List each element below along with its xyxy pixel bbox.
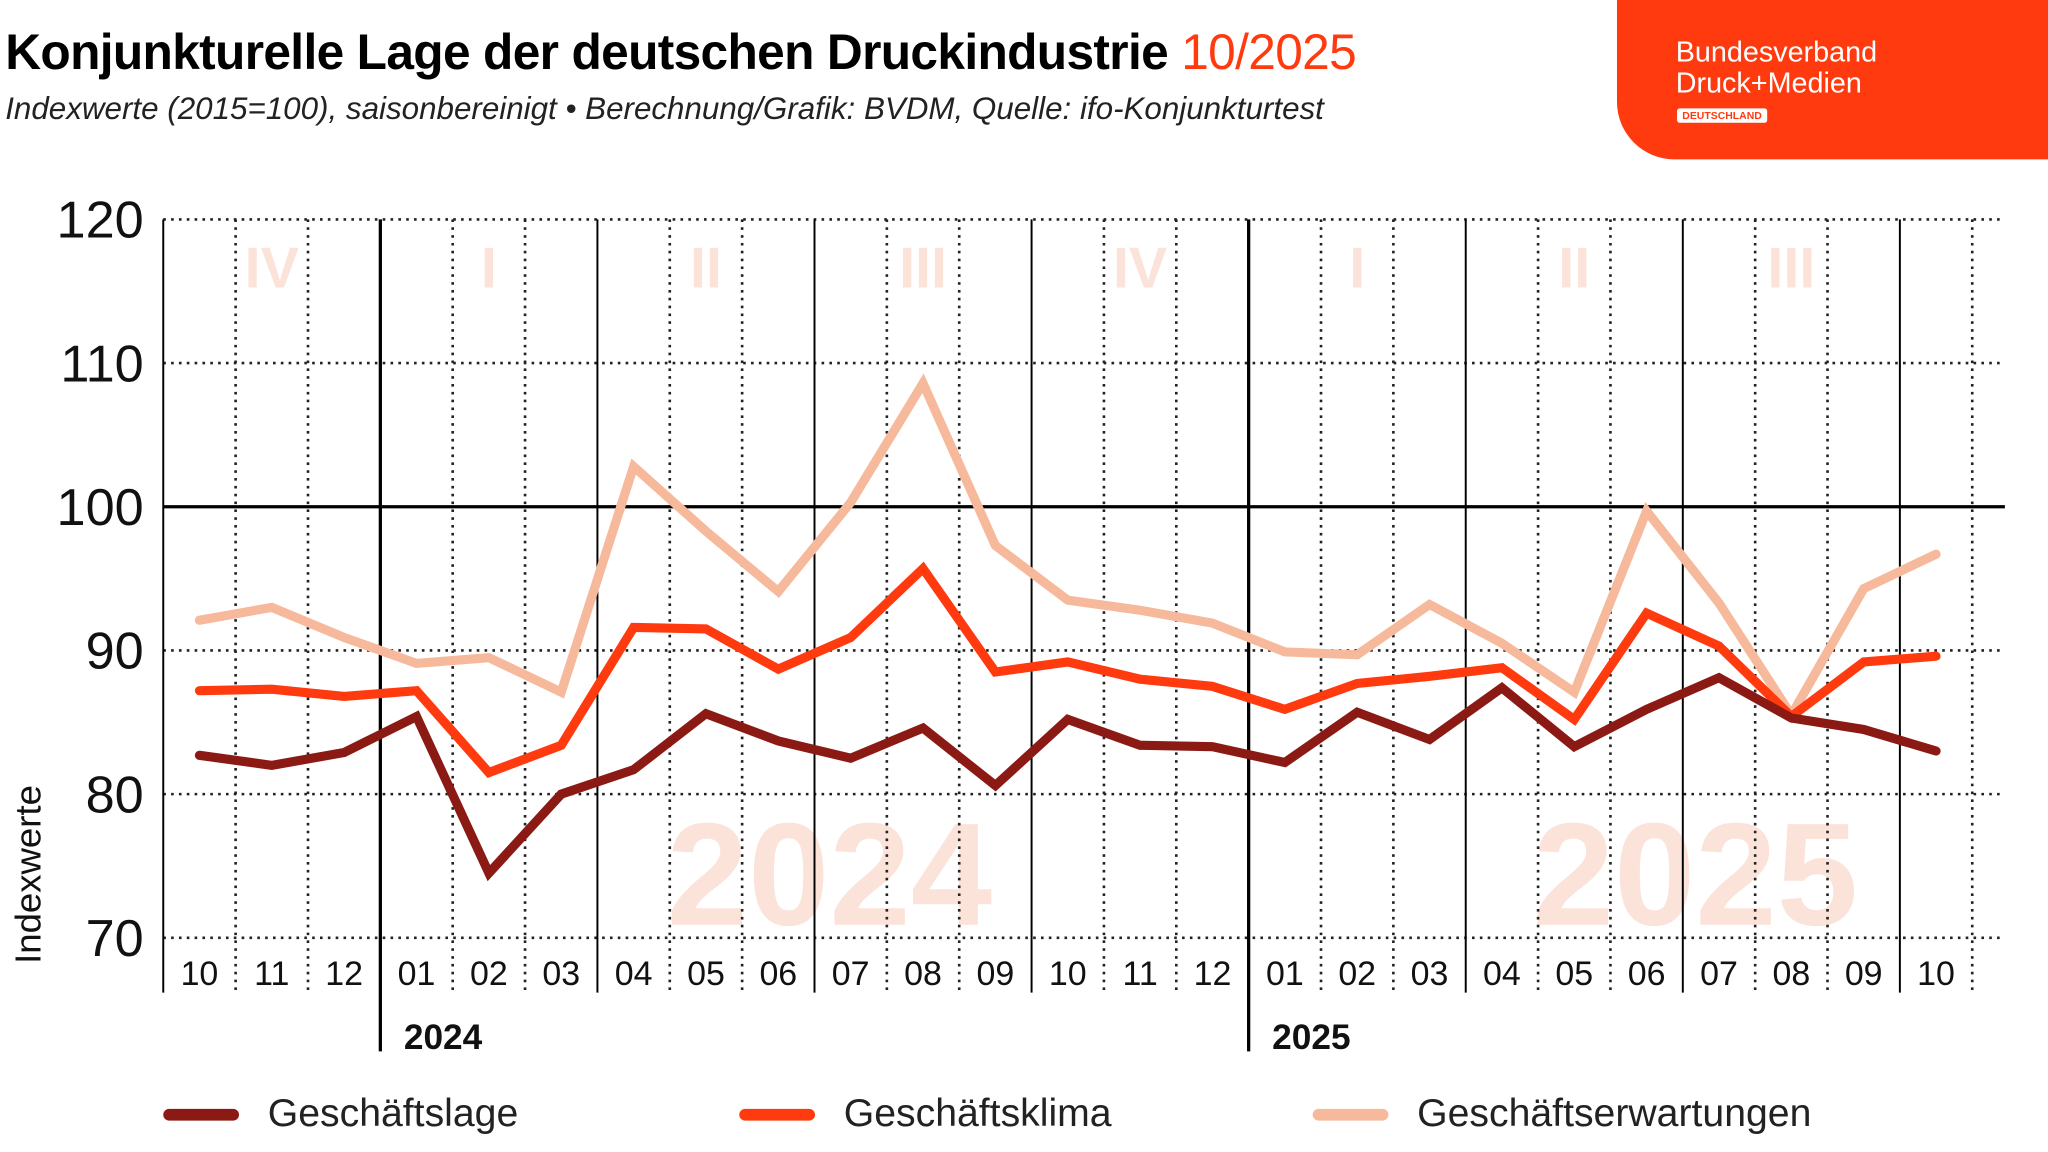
quarter-label: III: [899, 236, 947, 300]
x-tick-label: 08: [1772, 955, 1810, 993]
x-tick-label: 11: [1122, 955, 1157, 993]
legend-swatch: [163, 1108, 240, 1120]
quarter-label: II: [690, 236, 722, 300]
chart-subtitle: Indexwerte (2015=100), saisonbereinigt •…: [5, 91, 1324, 127]
y-tick-label: 120: [57, 192, 144, 250]
y-axis-label: Indexwerte: [7, 785, 48, 964]
x-tick-label: 05: [687, 955, 725, 993]
x-tick-label: 04: [615, 955, 653, 993]
x-tick-label: 01: [1266, 955, 1304, 993]
y-tick-label: 90: [86, 623, 144, 681]
x-tick-label: 12: [325, 955, 363, 993]
title-text: Konjunkturelle Lage der deutschen Drucki…: [5, 26, 1169, 81]
x-tick-label: 08: [904, 955, 942, 993]
legend-label: Geschäftserwartungen: [1417, 1091, 1812, 1136]
year-label: 2025: [1272, 1018, 1350, 1057]
x-tick-label: 04: [1483, 955, 1521, 993]
x-tick-label: 06: [1628, 955, 1666, 993]
legend-item: Geschäftsklima: [739, 1091, 1112, 1136]
year-label: 2024: [404, 1018, 483, 1057]
legend-item: Geschäftslage: [163, 1092, 518, 1136]
x-tick-label: 11: [254, 955, 289, 993]
x-tick-label: 06: [759, 955, 797, 993]
quarter-label: III: [1767, 236, 1815, 300]
x-tick-label: 10: [1049, 955, 1087, 993]
legend-swatch: [1312, 1108, 1389, 1120]
quarter-label: IV: [1113, 236, 1167, 300]
x-tick-label: 10: [1917, 955, 1955, 993]
y-tick-label: 70: [86, 910, 144, 968]
quarter-label: II: [1558, 236, 1590, 300]
y-tick-label: 80: [86, 766, 144, 824]
logo-line1: Bundesverband: [1675, 35, 1878, 68]
x-tick-label: 05: [1555, 955, 1593, 993]
legend-label: Geschäftslage: [267, 1091, 519, 1136]
x-tick-label: 02: [1338, 955, 1376, 993]
x-tick-label: 02: [470, 955, 508, 993]
y-tick-label: 100: [57, 479, 144, 537]
year-watermark: 2024: [667, 793, 992, 956]
y-tick-label: 110: [60, 335, 143, 393]
legend: Geschäftslage Geschäftsklima Geschäftserwa…: [0, 1092, 2048, 1144]
legend-swatch: [739, 1108, 816, 1120]
x-tick-label: 03: [542, 955, 580, 993]
x-tick-label: 07: [832, 955, 870, 993]
x-tick-label: 12: [1194, 955, 1232, 993]
legend-item: Geschäftserwartungen: [1312, 1091, 1812, 1136]
x-tick-label: 10: [181, 955, 219, 993]
logo-badge: DEUTSCHLAND: [1677, 108, 1768, 123]
logo-line2: Druck+Medien: [1675, 66, 1862, 100]
quarter-label: I: [1349, 236, 1365, 300]
x-tick-label: 03: [1411, 955, 1449, 993]
year-watermark: 2025: [1533, 793, 1858, 956]
quarter-label: I: [481, 236, 497, 300]
x-tick-label: 01: [398, 955, 436, 993]
quarter-label: IV: [245, 236, 299, 300]
legend-label: Geschäftsklima: [843, 1091, 1112, 1136]
chart-title: Konjunkturelle Lage der deutschen Drucki…: [5, 26, 1356, 82]
x-tick-label: 09: [977, 955, 1015, 993]
x-tick-label: 07: [1700, 955, 1738, 993]
x-tick-label: 09: [1845, 955, 1883, 993]
title-date: 10/2025: [1181, 26, 1357, 81]
bvdm-logo: Bundesverband Druck+Medien DEUTSCHLAND: [1616, 0, 2048, 160]
